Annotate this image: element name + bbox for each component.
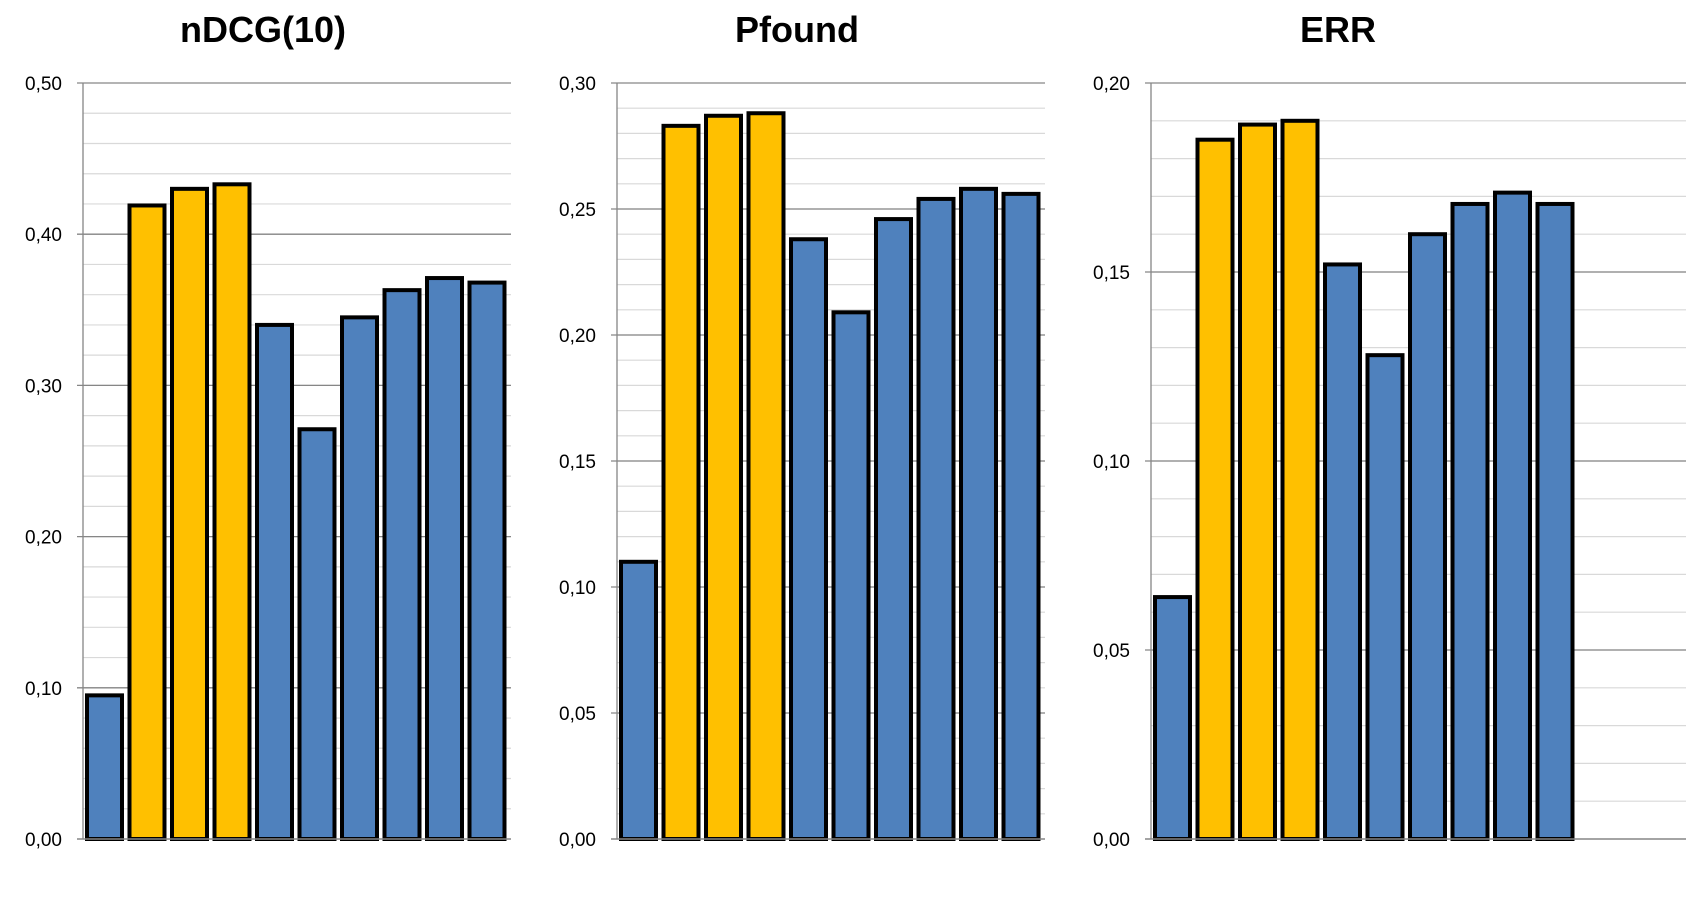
y-tick-label: 0,20 [1093,74,1130,95]
bar-7 [1408,232,1447,841]
bar-1 [619,559,658,841]
bar-10 [467,280,507,842]
bar-8 [1450,201,1490,841]
bar-7 [874,217,913,841]
bar-10 [1001,191,1041,841]
y-tick-label: 0,05 [1093,641,1130,662]
y-tick-label: 0,50 [25,74,62,95]
bar-7 [340,315,379,841]
y-tick-label: 0,30 [25,376,62,397]
y-tick-label: 0,15 [559,452,596,473]
chart-panel-1: 0,00 0,05 0,10 0,15 0,20 0,25 0,30 Pfound [559,9,1045,851]
bar-6 [1365,353,1405,841]
y-tick-label: 0,00 [25,830,62,851]
chart-title: Pfound [735,9,859,50]
bar-4 [212,182,252,841]
bar-9 [425,276,464,842]
y-tick-label: 0,30 [559,74,596,95]
chart-title: nDCG(10) [180,9,346,50]
y-tick-label: 0,10 [559,578,596,599]
bar-5 [789,237,828,842]
bar-8 [382,288,422,842]
bar-4 [746,111,786,842]
y-tick-label: 0,25 [559,200,596,221]
y-tick-label: 0,00 [559,830,596,851]
y-tick-label: 0,05 [559,704,596,725]
bar-2 [1195,137,1235,841]
y-tick-label: 0,10 [1093,452,1130,473]
bar-3 [1238,122,1277,841]
bar-9 [959,186,998,841]
y-tick-label: 0,40 [25,225,62,246]
bar-1 [1153,595,1192,842]
bar-3 [704,113,743,841]
bar-2 [127,203,167,842]
bar-2 [661,123,701,841]
bar-8 [916,196,956,842]
y-tick-label: 0,00 [1093,830,1130,851]
chart-title: ERR [1300,9,1376,50]
bar-10 [1535,201,1575,841]
bar-6 [831,310,871,841]
y-tick-label: 0,20 [559,326,596,347]
bar-9 [1493,190,1532,841]
bar-4 [1280,118,1320,842]
y-tick-label: 0,15 [1093,263,1130,284]
y-tick-label: 0,20 [25,528,62,549]
chart-panel-2: 0,00 0,05 0,10 0,15 0,20 ERR [1093,9,1686,851]
bar-6 [297,427,337,841]
bar-5 [255,322,294,842]
bar-3 [170,186,209,841]
y-tick-label: 0,10 [25,679,62,700]
bar-1 [85,693,124,841]
bar-5 [1323,262,1362,841]
chart-panel-0: 0,00 0,10 0,20 0,30 0,40 0,50 nDCG(10) [25,9,511,851]
